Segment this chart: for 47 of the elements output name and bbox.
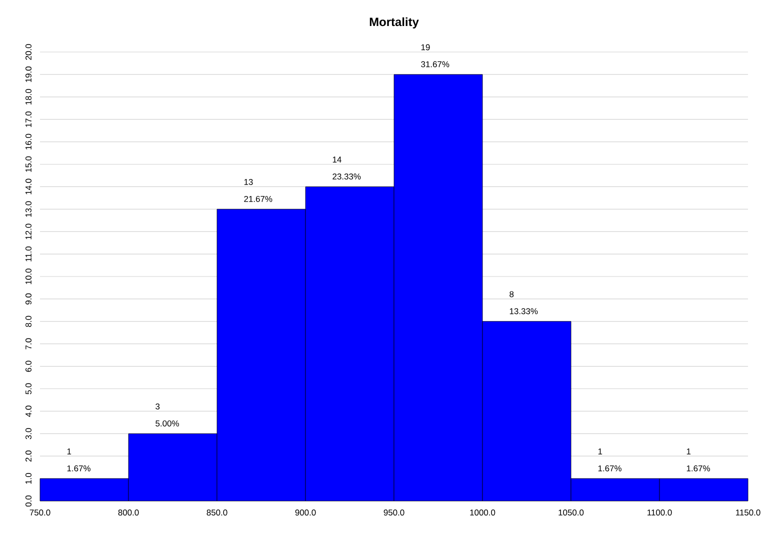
y-tick-label: 6.0 — [25, 360, 32, 372]
y-tick-label: 20.0 — [25, 44, 32, 60]
chart-title: Mortality — [370, 17, 419, 28]
x-tick-label: 1050.0 — [558, 510, 584, 516]
annotation: 1.67% — [67, 465, 90, 472]
annotation: 23.33% — [332, 174, 361, 180]
y-tick-label: 16.0 — [25, 134, 32, 150]
x-tick-label: 850.0 — [206, 510, 228, 516]
y-tick-label: 5.0 — [25, 383, 32, 394]
y-tick-label: 1.0 — [25, 473, 32, 484]
data-label: 3 — [156, 403, 160, 410]
y-tick-label: 17.0 — [25, 111, 32, 127]
data-label: 8 — [510, 291, 514, 298]
y-tick-label: 19.0 — [25, 66, 32, 82]
y-tick-label: 13.0 — [25, 201, 32, 217]
y-tick-label: 14.0 — [25, 178, 32, 194]
y-tick-label: 15.0 — [25, 156, 32, 172]
y-tick-label: 2.0 — [25, 450, 32, 462]
data-label: 13 — [244, 178, 253, 185]
y-tick-label: 10.0 — [25, 268, 32, 284]
x-tick-label: 750.0 — [30, 510, 50, 516]
x-tick-label: 900.0 — [295, 510, 316, 516]
x-tick-label: 800.0 — [118, 510, 139, 516]
data-label: 1 — [67, 448, 72, 454]
y-tick-label: 7.0 — [25, 338, 32, 350]
annotation: 1.67% — [686, 465, 710, 472]
y-tick-label: 11.0 — [25, 246, 32, 262]
y-tick-label: 4.0 — [25, 406, 32, 417]
annotation: 5.00% — [156, 420, 179, 426]
data-label: 19 — [421, 44, 430, 50]
data-label: 1 — [598, 448, 602, 454]
annotation: 13.33% — [510, 308, 538, 314]
x-tick-label: 1150.0 — [736, 510, 760, 516]
data-label: 14 — [332, 156, 342, 162]
x-tick-label: 950.0 — [384, 510, 404, 516]
y-tick-label: 12.0 — [25, 224, 32, 240]
annotation: 1.67% — [598, 465, 622, 472]
x-tick-label: 1100.0 — [648, 510, 672, 516]
y-tick-label: 0.0 — [25, 495, 32, 507]
annotation: 21.67% — [244, 196, 272, 202]
y-tick-label: 8.0 — [25, 316, 32, 327]
y-tick-label: 9.0 — [25, 293, 32, 304]
y-tick-label: 18.0 — [25, 88, 32, 104]
annotation: 31.67% — [421, 61, 450, 68]
y-tick-label: 3.0 — [25, 428, 32, 440]
data-label: 1 — [686, 448, 691, 454]
x-tick-label: 1000.0 — [470, 510, 496, 516]
